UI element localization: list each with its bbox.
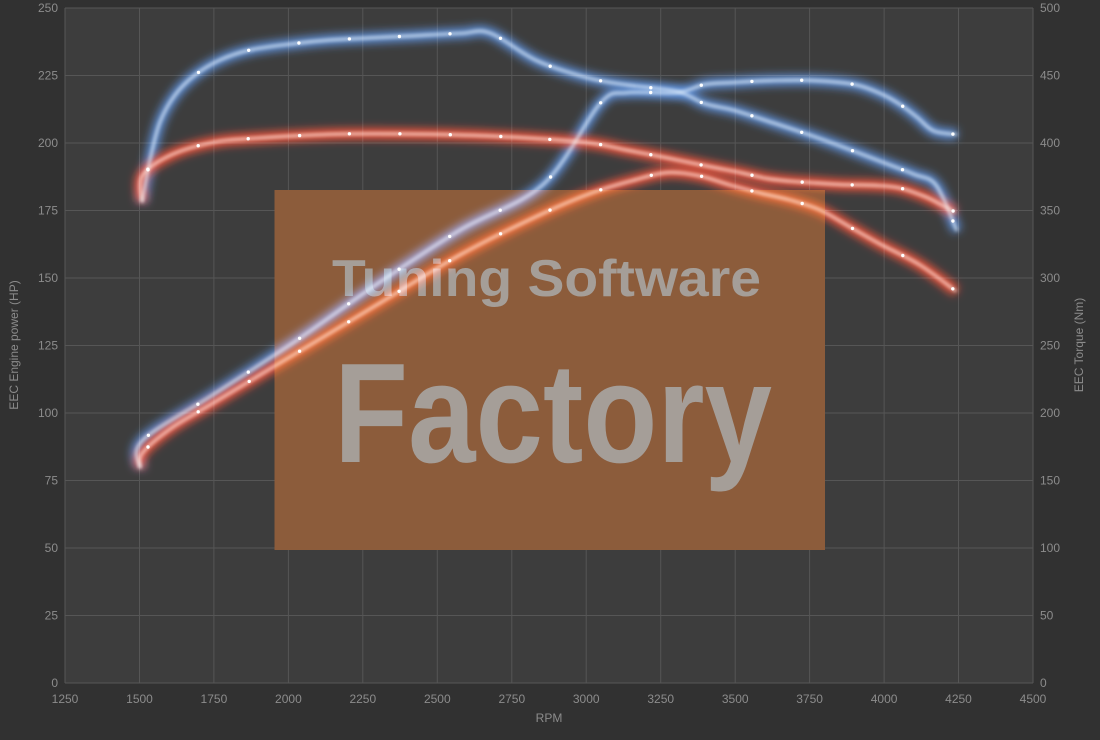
svg-text:100: 100 bbox=[38, 406, 58, 420]
svg-text:200: 200 bbox=[38, 136, 58, 150]
svg-text:EEC Torque (Nm): EEC Torque (Nm) bbox=[1072, 298, 1086, 392]
svg-text:1750: 1750 bbox=[201, 692, 228, 706]
svg-text:1250: 1250 bbox=[52, 692, 79, 706]
svg-text:200: 200 bbox=[1040, 406, 1060, 420]
svg-text:250: 250 bbox=[38, 1, 58, 15]
svg-text:Tuning Software: Tuning Software bbox=[332, 250, 761, 308]
svg-text:400: 400 bbox=[1040, 136, 1060, 150]
svg-text:4000: 4000 bbox=[871, 692, 898, 706]
svg-text:3500: 3500 bbox=[722, 692, 749, 706]
svg-text:75: 75 bbox=[45, 474, 59, 488]
svg-text:2250: 2250 bbox=[349, 692, 376, 706]
svg-text:125: 125 bbox=[38, 339, 58, 353]
svg-text:300: 300 bbox=[1040, 271, 1060, 285]
svg-text:3000: 3000 bbox=[573, 692, 600, 706]
svg-text:500: 500 bbox=[1040, 1, 1060, 15]
svg-text:0: 0 bbox=[51, 676, 58, 690]
svg-text:1500: 1500 bbox=[126, 692, 153, 706]
svg-text:450: 450 bbox=[1040, 69, 1060, 83]
svg-text:225: 225 bbox=[38, 69, 58, 83]
svg-text:250: 250 bbox=[1040, 339, 1060, 353]
svg-text:25: 25 bbox=[45, 609, 59, 623]
svg-text:EEC Engine power (HP): EEC Engine power (HP) bbox=[7, 280, 21, 409]
svg-text:175: 175 bbox=[38, 204, 58, 218]
svg-text:3750: 3750 bbox=[796, 692, 823, 706]
svg-text:RPM: RPM bbox=[536, 711, 563, 725]
svg-text:150: 150 bbox=[1040, 474, 1060, 488]
svg-text:50: 50 bbox=[45, 541, 59, 555]
svg-text:2000: 2000 bbox=[275, 692, 302, 706]
svg-text:2500: 2500 bbox=[424, 692, 451, 706]
svg-text:4250: 4250 bbox=[945, 692, 972, 706]
svg-text:100: 100 bbox=[1040, 541, 1060, 555]
svg-text:350: 350 bbox=[1040, 204, 1060, 218]
svg-text:0: 0 bbox=[1040, 676, 1047, 690]
svg-text:150: 150 bbox=[38, 271, 58, 285]
svg-text:3250: 3250 bbox=[647, 692, 674, 706]
svg-text:Factory: Factory bbox=[334, 334, 772, 493]
svg-text:50: 50 bbox=[1040, 609, 1054, 623]
svg-text:2750: 2750 bbox=[498, 692, 525, 706]
svg-text:4500: 4500 bbox=[1020, 692, 1047, 706]
